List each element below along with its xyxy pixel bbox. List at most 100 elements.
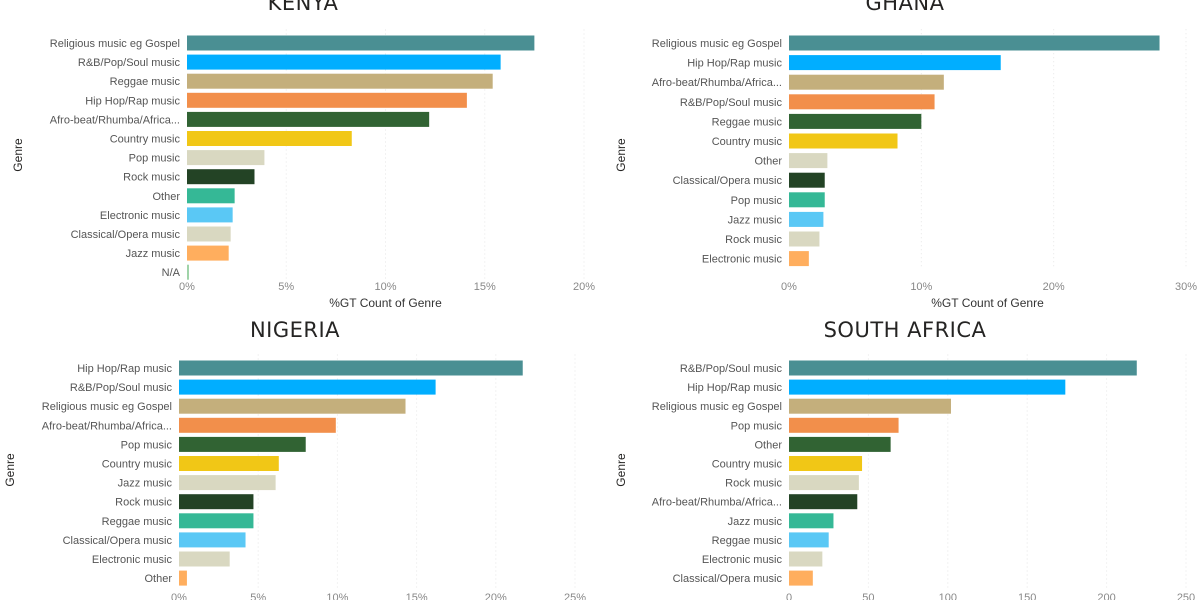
category-label: Electronic music [702, 554, 783, 566]
bar[interactable] [187, 111, 430, 127]
x-tick-label: 250 [1177, 592, 1195, 600]
x-tick-label: 20% [1043, 281, 1065, 293]
category-label: Afro-beat/Rhumba/Africa... [50, 114, 180, 126]
bar[interactable] [789, 494, 858, 510]
category-label: Other [754, 156, 782, 168]
bar[interactable] [179, 475, 276, 491]
x-tick-label: 25% [564, 592, 586, 600]
bar[interactable] [187, 35, 535, 51]
bar[interactable] [179, 379, 436, 395]
bar[interactable] [179, 570, 187, 586]
category-label: Other [152, 191, 180, 203]
bar[interactable] [179, 532, 246, 548]
bar[interactable] [179, 398, 406, 414]
x-tick-label: 0% [179, 281, 195, 293]
category-label: Hip Hop/Rap music [687, 58, 782, 70]
category-label: Electronic music [702, 254, 783, 266]
category-label: R&B/Pop/Soul music [680, 97, 783, 109]
bar[interactable] [789, 551, 823, 567]
bar[interactable] [187, 92, 467, 108]
category-label: Reggae music [712, 535, 783, 547]
category-label: Afro-beat/Rhumba/Africa... [652, 497, 782, 509]
category-label: Pop music [121, 439, 173, 451]
bar[interactable] [187, 188, 235, 204]
x-tick-label: 15% [406, 592, 428, 600]
category-label: Electronic music [92, 554, 173, 566]
bar[interactable] [789, 94, 935, 110]
category-label: Country music [712, 136, 783, 148]
category-label: Afro-beat/Rhumba/Africa... [42, 420, 172, 432]
bar[interactable] [789, 113, 922, 129]
bar[interactable] [187, 264, 189, 280]
x-tick-label: 200 [1097, 592, 1115, 600]
category-label: Country music [110, 134, 181, 146]
x-tick-label: 0% [781, 281, 797, 293]
category-label: Rock music [123, 172, 180, 184]
bar[interactable] [187, 207, 233, 223]
category-label: Classical/Opera music [71, 229, 181, 241]
category-label: Country music [102, 459, 173, 471]
bar[interactable] [789, 74, 944, 90]
bar[interactable] [789, 231, 820, 247]
bar[interactable] [187, 54, 501, 70]
x-tick-label: 20% [573, 281, 595, 293]
category-label: Jazz music [126, 248, 181, 260]
bar[interactable] [789, 172, 825, 188]
chart-kenya: 0% 5% 10% 15% 20% Religious music eg Gospel R&… [11, 0, 595, 310]
bar[interactable] [789, 513, 834, 529]
bar[interactable] [187, 73, 493, 89]
x-tick-label: 30% [1175, 281, 1197, 293]
x-tick-label: 100 [939, 592, 957, 600]
x-tick-label: 10% [374, 281, 396, 293]
category-label: R&B/Pop/Soul music [78, 57, 181, 69]
bar[interactable] [179, 436, 306, 452]
bar[interactable] [187, 150, 265, 166]
bar[interactable] [789, 436, 891, 452]
bar[interactable] [179, 417, 336, 433]
bar[interactable] [789, 475, 859, 491]
bar[interactable] [789, 251, 809, 267]
category-label: R&B/Pop/Soul music [680, 363, 783, 375]
bar[interactable] [789, 55, 1001, 71]
bar[interactable] [789, 570, 813, 586]
bar[interactable] [789, 211, 824, 227]
bar[interactable] [789, 35, 1160, 51]
bar[interactable] [179, 551, 230, 567]
bar[interactable] [179, 456, 279, 471]
bar[interactable] [789, 192, 825, 208]
category-label: Pop music [731, 195, 783, 207]
chart-ghana: 0% 10% 20% 30% Religious music eg Gospel Hip … [614, 0, 1197, 310]
bar[interactable] [179, 513, 254, 529]
bar[interactable] [187, 226, 231, 242]
bar[interactable] [179, 360, 523, 376]
bar[interactable] [789, 379, 1066, 395]
bar[interactable] [789, 417, 899, 433]
bar[interactable] [789, 153, 828, 169]
bar[interactable] [187, 131, 352, 146]
bar[interactable] [179, 494, 254, 510]
category-label: Jazz music [118, 478, 173, 490]
bar[interactable] [187, 169, 255, 185]
x-tick-label: 150 [1018, 592, 1036, 600]
x-tick-label: 10% [326, 592, 348, 600]
category-label: Jazz music [728, 516, 783, 528]
category-label: Classical/Opera music [63, 535, 173, 547]
category-label: Electronic music [100, 210, 181, 222]
bar[interactable] [789, 532, 829, 548]
chart-south-africa: 0 50 100 150 200 250 R&B/Pop/Soul music Hip Hop… [614, 318, 1195, 600]
chart-title: KENYA [268, 0, 339, 15]
category-label: Hip Hop/Rap music [77, 363, 172, 375]
bar[interactable] [789, 456, 863, 471]
chart-title: SOUTH AFRICA [824, 318, 987, 342]
category-label: Other [754, 439, 782, 451]
category-label: Reggae music [110, 76, 181, 88]
bar[interactable] [187, 245, 229, 261]
bar[interactable] [789, 360, 1137, 376]
y-axis-title: Genre [614, 453, 628, 487]
x-tick-label: 0 [786, 592, 792, 600]
bar[interactable] [789, 133, 898, 149]
category-label: Pop music [129, 153, 181, 165]
bar[interactable] [789, 398, 951, 414]
category-label: Other [144, 573, 172, 585]
y-axis-title: Genre [3, 453, 17, 487]
